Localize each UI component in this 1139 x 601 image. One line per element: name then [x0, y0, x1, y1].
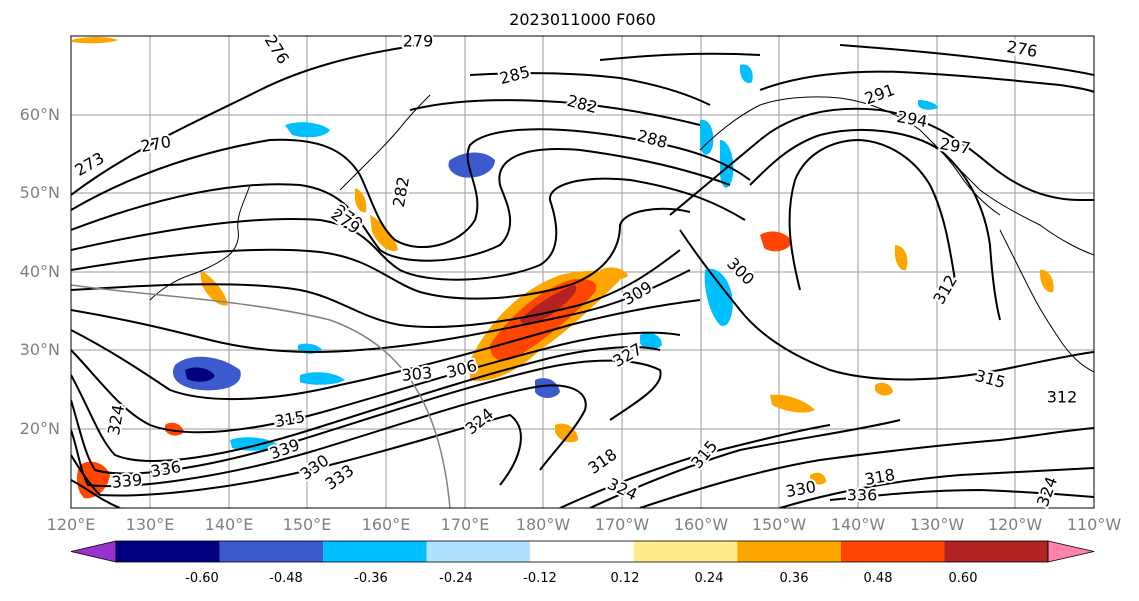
lon-label: 120°W [987, 515, 1043, 534]
map-frame [70, 35, 1095, 509]
lon-label: 180°W [515, 515, 571, 534]
lon-label: 140°E [204, 515, 254, 534]
colorbar-swatch [530, 541, 634, 562]
colorbar-tick-label: 0.36 [779, 571, 809, 586]
colorbar-swatch [323, 541, 427, 562]
colorbar [70, 540, 1095, 563]
colorbar-swatch [426, 541, 531, 562]
colorbar-swatch [944, 541, 1048, 562]
contour-label: 336 [847, 486, 878, 505]
lon-label: 160°E [361, 515, 411, 534]
colorbar-swatch [737, 541, 841, 562]
colorbar-tick-label: 0.12 [610, 571, 640, 586]
colorbar-swatch [633, 541, 738, 562]
lat-label: 20°N [19, 419, 60, 438]
lon-label: 150°E [282, 515, 332, 534]
lat-label: 40°N [19, 262, 60, 281]
lon-label: 130°W [909, 515, 965, 534]
colorbar-extend-max [1047, 540, 1095, 563]
colorbar-tick-label: 0.48 [863, 571, 893, 586]
lon-label: 160°W [673, 515, 729, 534]
lat-label: 30°N [19, 340, 60, 359]
contour-label: 339 [111, 470, 143, 492]
colorbar-tick-label: -0.36 [354, 571, 388, 586]
lat-label: 50°N [19, 183, 60, 202]
contour-label: 303 [401, 363, 433, 385]
lon-label: 140°W [830, 515, 886, 534]
height-contours [71, 44, 1094, 508]
lat-label: 60°N [19, 105, 60, 124]
contour-label: 279 [403, 32, 434, 51]
lon-label: 170°E [440, 515, 490, 534]
colorbar-outline [115, 540, 1049, 563]
coastlines [149, 94, 1094, 373]
lon-label: 150°W [751, 515, 807, 534]
range-circle [71, 284, 451, 508]
colorbar-swatch [840, 541, 945, 562]
colorbar-extend-min [70, 540, 117, 563]
colorbar-tick-label: -0.60 [185, 571, 219, 586]
colorbar-tick-label: 0.24 [694, 571, 724, 586]
colorbar-tick-label: -0.48 [269, 571, 303, 586]
contour-label: 312 [1047, 388, 1078, 407]
colorbar-swatch [116, 541, 220, 562]
colorbar-swatch [219, 541, 324, 562]
colorbar-tick-label: -0.12 [523, 571, 557, 586]
colorbar-tick-label: -0.24 [439, 571, 473, 586]
lon-label: 110°W [1066, 515, 1122, 534]
colorbar-tick-label: 0.60 [948, 571, 978, 586]
lon-label: 130°E [125, 515, 175, 534]
chart-title: 2023011000 F060 [509, 10, 656, 29]
lon-label: 120°E [46, 515, 96, 534]
lon-label: 170°W [594, 515, 650, 534]
